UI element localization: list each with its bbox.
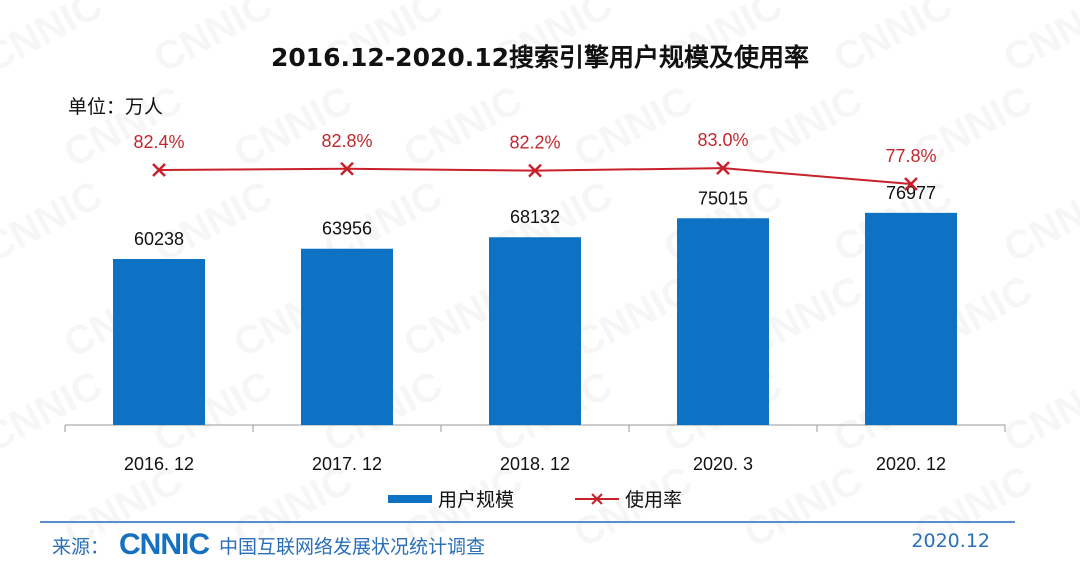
rate-value-label: 77.8% — [885, 146, 936, 166]
rate-marker — [528, 163, 542, 178]
source-name: 中国互联网络发展状况统计调查 — [219, 535, 486, 558]
legend-item-bars: 用户规模 — [388, 485, 514, 512]
bar — [865, 212, 957, 425]
bar-value-label: 68132 — [510, 207, 560, 227]
legend-line-x-icon — [575, 492, 619, 505]
rate-marker — [152, 163, 166, 177]
x-tick-label: 2018. 12 — [500, 454, 570, 474]
rate-marker — [340, 161, 354, 176]
rate-value-label: 82.8% — [321, 131, 372, 151]
chart-title: 2016.12-2020.12搜索引擎用户规模及使用率 — [270, 43, 810, 72]
bar — [489, 237, 581, 425]
footer-divider — [40, 521, 1015, 523]
legend-line-label: 使用率 — [625, 489, 683, 511]
x-tick-label: 2017. 12 — [312, 454, 382, 474]
rate-marker — [904, 177, 918, 191]
bar-value-label: 75015 — [698, 188, 748, 208]
x-tick-label: 2020. 3 — [693, 454, 753, 474]
rate-value-label: 82.2% — [509, 133, 560, 153]
unit-label: 单位：万人 — [68, 96, 164, 118]
cnnic-logo: CNNIC — [119, 528, 210, 561]
legend-bar-label: 用户规模 — [438, 489, 515, 511]
x-tick-label: 2020. 12 — [876, 454, 946, 474]
bar-value-label: 76977 — [886, 183, 936, 203]
footer-date: 2020.12 — [911, 530, 990, 552]
bar — [301, 248, 393, 425]
bar-value-label: 60238 — [134, 229, 184, 249]
source-line: 来源： CNNIC 中国互联网络发展状况统计调查 — [52, 528, 485, 562]
legend-bar-swatch-icon — [388, 494, 432, 503]
rate-marker — [716, 161, 730, 176]
source-label: 来源： — [52, 535, 110, 558]
legend-item-line: 使用率 — [575, 485, 682, 512]
rate-value-label: 82.4% — [133, 132, 184, 152]
bar-value-label: 63956 — [322, 219, 372, 239]
bar — [677, 218, 769, 425]
rate-value-label: 83.0% — [697, 130, 748, 150]
bar — [113, 258, 205, 425]
x-tick-label: 2016. 12 — [124, 454, 194, 474]
